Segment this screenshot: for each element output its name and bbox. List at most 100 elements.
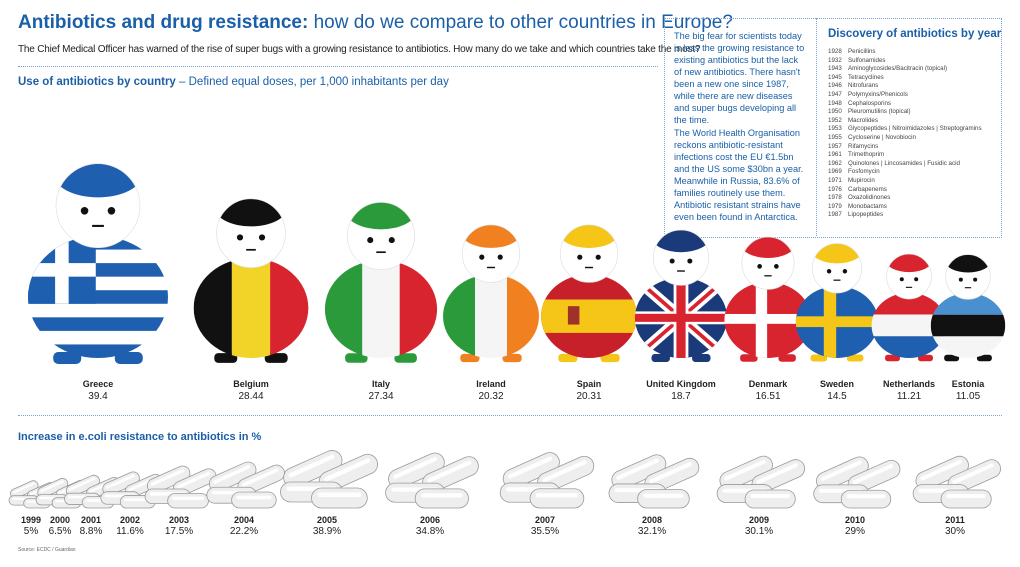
resistance-value: 35.5% xyxy=(530,526,560,537)
discovery-antibiotic: Nitrofurans xyxy=(848,82,879,90)
discovery-item: 1971 Mupirocin xyxy=(828,177,998,186)
hair xyxy=(347,202,415,230)
pill-cluster xyxy=(813,456,901,509)
discovery-antibiotic: Fosfomycin xyxy=(848,168,880,176)
title-sub: how do we compare to other countries in … xyxy=(308,12,733,33)
discovery-antibiotic: Aminoglycosides/Bacitracin (topical) xyxy=(848,65,948,73)
discovery-year: 1962 xyxy=(828,159,842,167)
discovery-year: 1955 xyxy=(828,133,842,141)
flag-sweden xyxy=(795,286,879,358)
doll-ireland xyxy=(443,224,539,363)
resistance-value: 34.8% xyxy=(415,526,445,537)
discovery-antibiotic: Polymyxins/Phenicols xyxy=(848,90,908,98)
year-label: 2011 xyxy=(945,515,965,525)
resistance-value: 5% xyxy=(23,526,39,537)
discovery-antibiotic: Cephalosporins xyxy=(848,99,891,107)
pill-cluster xyxy=(716,455,806,509)
discovery-antibiotic: Mupirocin xyxy=(848,176,875,184)
year-label: 2010 xyxy=(844,515,866,525)
country-label: Netherlands xyxy=(882,379,935,389)
pill-cluster xyxy=(912,455,1001,509)
doll-estonia xyxy=(930,254,1006,362)
country-label: Estonia xyxy=(951,379,985,389)
pill-cluster xyxy=(385,452,479,509)
discovery-antibiotic: Sulfonamides xyxy=(848,56,886,64)
doll-netherlands xyxy=(871,253,947,362)
discovery-antibiotic: Macrolides xyxy=(848,116,878,124)
resistance-value: 6.5% xyxy=(48,526,72,537)
country-value: 20.32 xyxy=(478,391,504,402)
year-label: 2006 xyxy=(419,515,441,525)
discovery-year: 1928 xyxy=(828,48,842,55)
country-label: Belgium xyxy=(233,379,269,389)
discovery-item: 1948 Cephalosporins xyxy=(828,100,998,109)
discovery-list: 1928 Penicillins 1932 Sulfonamides 1943 Amino… xyxy=(828,48,998,220)
flag-italy xyxy=(324,260,438,358)
doll-uk xyxy=(634,229,728,362)
pill-cluster xyxy=(64,474,121,509)
country-label: Spain xyxy=(576,379,602,389)
flag-spain xyxy=(541,274,637,358)
discovery-year: 1987 xyxy=(828,211,842,219)
country-label: Sweden xyxy=(819,379,854,389)
pill-cluster xyxy=(144,465,217,509)
discovery-item: 1987 Lipopeptides xyxy=(828,211,998,220)
resistance-value: 38.9% xyxy=(312,526,342,537)
discovery-antibiotic: Rifamycins xyxy=(848,142,879,150)
year-label: 2008 xyxy=(641,515,663,525)
country-value: 16.51 xyxy=(755,391,781,402)
pill-cluster xyxy=(608,454,700,509)
section1-heading: Use of antibiotics by country – Defined … xyxy=(18,76,449,88)
hair xyxy=(462,224,520,248)
discovery-item: 1928 Penicillins xyxy=(828,48,998,57)
divider-middle xyxy=(18,415,1002,416)
discovery-year: 1950 xyxy=(828,108,842,116)
country-value: 11.05 xyxy=(955,391,981,402)
discovery-item: 1957 Rifamycins xyxy=(828,143,998,152)
resistance-value: 11.6% xyxy=(116,526,144,537)
year-label: 2007 xyxy=(534,515,556,525)
discovery-item: 1979 Monobactams xyxy=(828,203,998,212)
discovery-antibiotic: Pleuromutilins (topical) xyxy=(848,108,911,116)
discovery-antibiotic: Monobactams xyxy=(848,202,887,210)
info-panel-divider xyxy=(816,18,817,236)
discovery-antibiotic: Carbapenems xyxy=(848,185,887,193)
discovery-year: 1957 xyxy=(828,142,842,150)
resistance-value: 8.8% xyxy=(79,526,103,537)
discovery-year: 1953 xyxy=(828,125,842,133)
pill-cluster xyxy=(206,461,285,509)
discovery-year: 1971 xyxy=(828,176,842,184)
discovery-item: 1953 Glycopeptides | Nitroimidazoles | St… xyxy=(828,125,998,134)
year-label: 1999 xyxy=(20,515,42,525)
section1-label-rest: – Defined equal doses, per 1,000 inhabit… xyxy=(175,76,449,88)
title-main: Antibiotics and drug resistance: xyxy=(18,12,309,33)
discovery-item: 1976 Carbapenems xyxy=(828,186,998,195)
hair xyxy=(653,230,709,253)
discovery-year: 1979 xyxy=(828,202,842,210)
discovery-antibiotic: Lipopeptides xyxy=(848,211,884,219)
discovery-year: 1947 xyxy=(828,90,842,98)
doll-italy xyxy=(324,202,438,363)
discovery-year: 1946 xyxy=(828,82,842,90)
resistance-value: 30.1% xyxy=(744,526,774,537)
discovery-year: 1932 xyxy=(828,56,842,64)
flag-estonia xyxy=(930,293,1006,358)
discovery-item: 1946 Nitrofurans xyxy=(828,82,998,91)
note-paragraph-1: The big fear for scientists today is les… xyxy=(674,31,805,125)
discovery-item: 1955 Cycloserine | Novobiocin xyxy=(828,134,998,143)
discovery-antibiotic: Penicillins xyxy=(848,48,876,55)
country-value: 39.4 xyxy=(88,391,108,402)
resistance-value: 17.5% xyxy=(164,526,194,537)
source-note: Source: ECDC / Guardian xyxy=(18,547,76,553)
country-value: 27.34 xyxy=(368,391,394,402)
discovery-title: Discovery of antibiotics by year xyxy=(828,28,1002,40)
discovery-item: 1943 Aminoglycosides/Bacitracin (topical) xyxy=(828,65,998,74)
discovery-item: 1950 Pleuromutilins (topical) xyxy=(828,108,998,117)
doll-spain xyxy=(541,224,637,363)
discovery-antibiotic: Trimethoprim xyxy=(848,151,885,159)
discovery-year: 1961 xyxy=(828,151,842,159)
country-label: Denmark xyxy=(748,379,788,389)
discovery-antibiotic: Oxazolidinones xyxy=(848,194,891,202)
discovery-year: 1969 xyxy=(828,168,842,176)
